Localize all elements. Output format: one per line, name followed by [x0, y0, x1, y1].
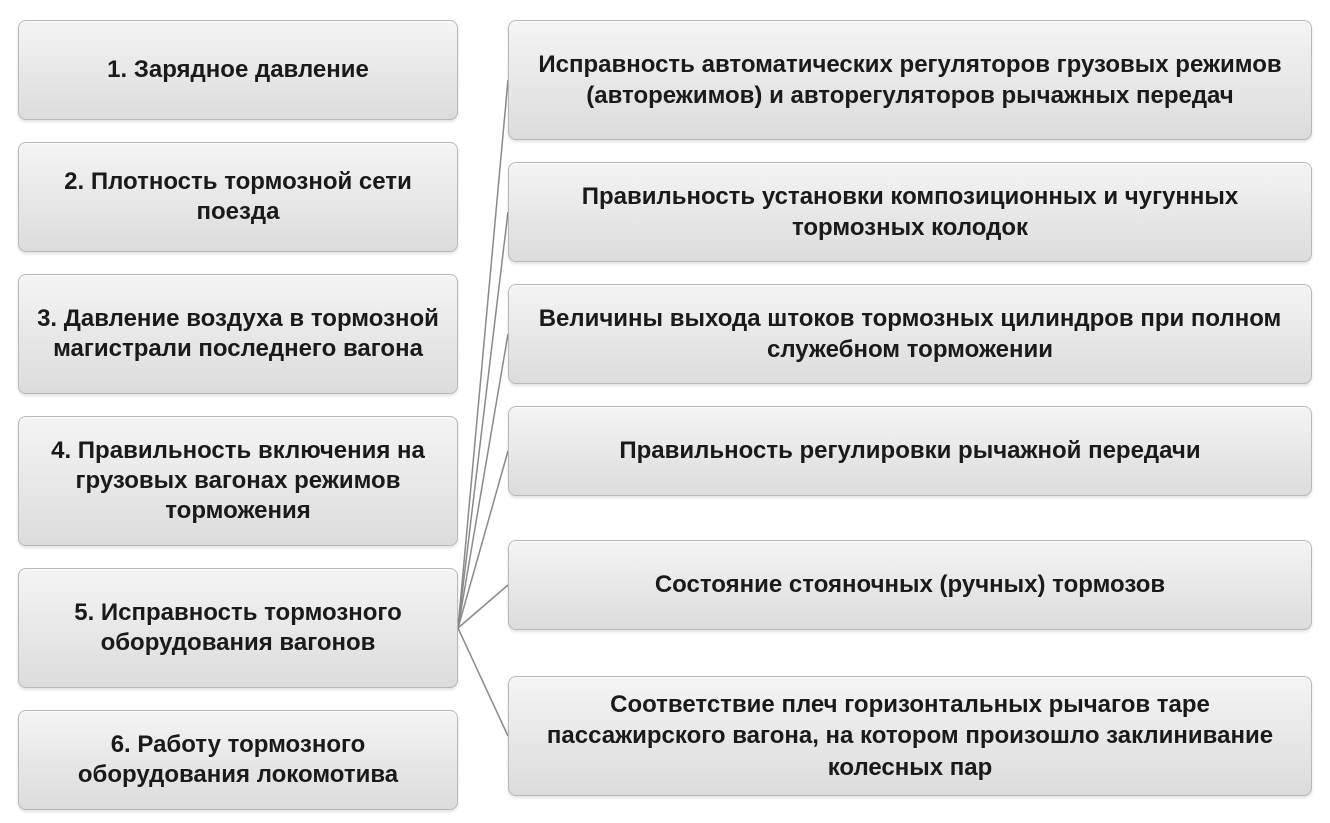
right-item-4: Правильность регулировки рычажной переда…: [508, 406, 1312, 496]
left-item-3: 3. Давление воздуха в тормозной магистра…: [18, 274, 458, 394]
left-item-4: 4. Правильность включения на грузовых ва…: [18, 416, 458, 546]
left-item-5: 5. Исправность тормозного оборудования в…: [18, 568, 458, 688]
right-item-1: Исправность автоматических регуляторов г…: [508, 20, 1312, 140]
left-item-6: 6. Работу тормозного оборудования локомо…: [18, 710, 458, 810]
left-item-2: 2. Плотность тормозной сети поезда: [18, 142, 458, 252]
right-item-6: Соответствие плеч горизонтальных рычагов…: [508, 676, 1312, 796]
right-item-3: Величины выхода штоков тормозных цилиндр…: [508, 284, 1312, 384]
left-item-1: 1. Зарядное давление: [18, 20, 458, 120]
right-item-5: Состояние стояночных (ручных) тормозов: [508, 540, 1312, 630]
right-item-2: Правильность установки композиционных и …: [508, 162, 1312, 262]
